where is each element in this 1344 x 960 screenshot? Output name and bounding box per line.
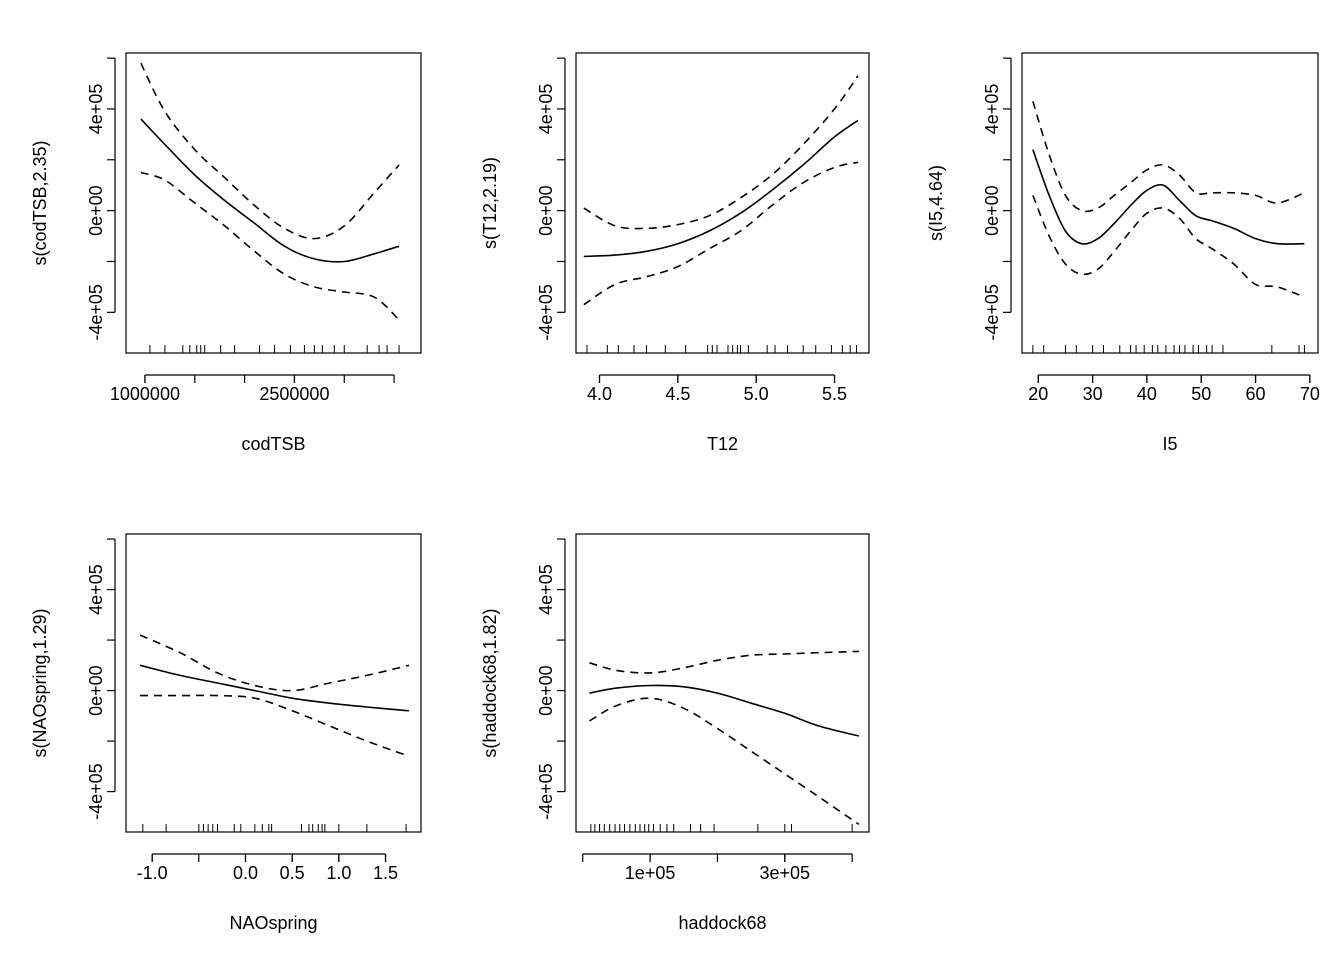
confidence-band-lower (589, 697, 860, 826)
plot-frame (125, 52, 422, 354)
x-axis-title: NAOspring (229, 913, 317, 933)
x-axis-title: I5 (1162, 434, 1177, 454)
x-tick-label: 5.0 (744, 384, 769, 404)
x-tick-label: 40 (1137, 384, 1157, 404)
y-axis-title: s(I5,4.64) (926, 165, 946, 241)
x-axis-title: codTSB (241, 434, 305, 454)
y-tick-label: -4e+05 (982, 284, 1002, 341)
fitted-smooth-line (140, 118, 400, 263)
x-tick-label: 1.0 (326, 863, 351, 883)
confidence-band-upper (589, 650, 859, 674)
x-tick-label: -1.0 (137, 863, 168, 883)
x-axis-title: haddock68 (678, 913, 766, 933)
confidence-band-upper (139, 634, 410, 692)
fitted-smooth-line (589, 684, 860, 737)
y-tick-label: -4e+05 (86, 763, 106, 820)
x-tick-label: 4.5 (665, 384, 690, 404)
y-tick-label: 4e+05 (86, 84, 106, 135)
y-axis-title: s(codTSB,2.35) (30, 140, 50, 265)
plot-frame (1021, 52, 1319, 354)
panel-3: 20 30 40 50 60 70 -4e+05 0e+00 4e+05 I5 s(I5,4.64) (926, 52, 1320, 454)
y-tick-label: 4e+05 (86, 564, 106, 615)
y-tick-label: -4e+05 (536, 284, 556, 341)
confidence-band-lower (1032, 195, 1305, 298)
confidence-band-lower (140, 694, 410, 757)
y-tick-label: 0e+00 (536, 665, 556, 716)
fitted-smooth-line (1032, 149, 1305, 245)
plot-frame (125, 533, 422, 833)
confidence-band-lower (140, 171, 400, 321)
confidence-band-lower (583, 161, 859, 306)
y-tick-label: 0e+00 (982, 185, 1002, 236)
x-tick-label: 50 (1191, 384, 1211, 404)
panels-group: 1000000 2500000 -4e+05 0e+00 4e+05 codTSB s(co… (30, 52, 1320, 933)
x-tick-label: 1e+05 (625, 863, 676, 883)
x-axis-title: T12 (707, 434, 738, 454)
panel-1: 1000000 2500000 -4e+05 0e+00 4e+05 codTSB s(co… (30, 52, 422, 454)
panel-5: 1e+05 3e+05 -4e+05 0e+00 4e+05 haddock68 s(had… (480, 533, 870, 933)
y-tick-label: 4e+05 (536, 84, 556, 135)
x-tick-label: 1.5 (373, 863, 398, 883)
y-tick-label: -4e+05 (86, 284, 106, 341)
y-tick-label: 4e+05 (536, 564, 556, 615)
y-axis-title: s(T12,2.19) (480, 157, 500, 249)
x-tick-label: 70 (1300, 384, 1320, 404)
y-tick-label: -4e+05 (536, 763, 556, 820)
y-tick-label: 4e+05 (982, 84, 1002, 135)
x-tick-label: 30 (1083, 384, 1103, 404)
confidence-band-upper (140, 62, 400, 240)
fitted-smooth-line (139, 664, 409, 712)
x-tick-label: 5.5 (822, 384, 847, 404)
plot-frame (575, 533, 870, 833)
x-tick-label: 60 (1246, 384, 1266, 404)
x-tick-label: 20 (1028, 384, 1048, 404)
panel-4: -1.0 0.0 0.5 1.0 1.5 -4e+05 0e+00 4e+05 NAOsprin… (30, 533, 422, 933)
y-tick-label: 0e+00 (536, 185, 556, 236)
confidence-band-upper (1032, 101, 1305, 213)
fitted-smooth-line (583, 119, 859, 258)
plot-frame (575, 52, 870, 354)
x-tick-label: 1000000 (110, 384, 180, 404)
y-tick-label: 0e+00 (86, 665, 106, 716)
x-tick-label: 4.0 (587, 384, 612, 404)
x-tick-label: 3e+05 (760, 863, 811, 883)
x-tick-label: 2500000 (259, 384, 329, 404)
y-axis-title: s(NAOspring,1.29) (30, 608, 50, 757)
y-tick-label: 0e+00 (86, 185, 106, 236)
x-tick-label: 0.5 (280, 863, 305, 883)
x-tick-label: 0.0 (233, 863, 258, 883)
y-axis-title: s(haddock68,1.82) (480, 608, 500, 757)
panel-2: 4.0 4.5 5.0 5.5 -4e+05 0e+00 4e+05 T12 s(T12,2.1… (480, 52, 870, 454)
